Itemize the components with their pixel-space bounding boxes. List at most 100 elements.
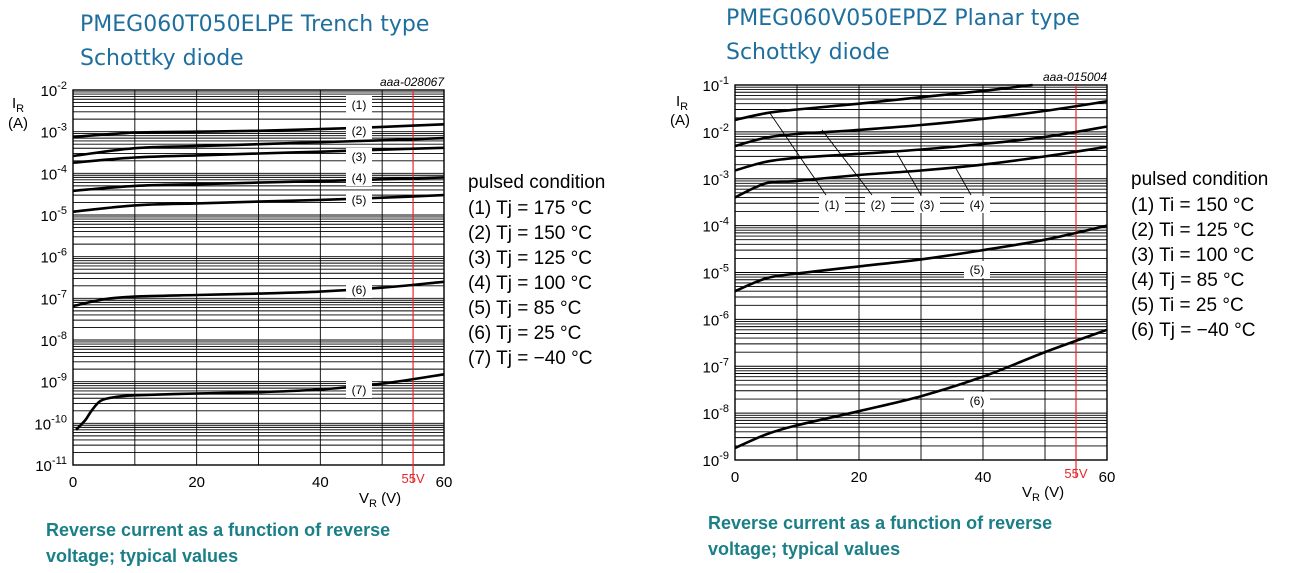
series-curve-7 [75,373,445,431]
y-tick-label: 10-7 [41,288,67,308]
chart-1-title-line2: Schottky diode [80,46,244,71]
series-curve-4 [734,145,1108,199]
chart-1-legend-item: (7) Tj = −40 °C [468,348,593,369]
x-tick-label: 60 [1099,469,1116,486]
x-tick-label: 0 [69,474,77,491]
y-axis-unit: (A) [8,115,28,132]
y-axis-label: IR [676,93,688,113]
series-label: (1) [825,198,840,212]
chart-2-legend-item: (4) Tj = 85 °C [1131,270,1245,291]
series-label: (7) [352,383,367,397]
y-tick-label: 10-3 [41,122,67,142]
series-label-bg [865,196,891,213]
series-label: (2) [352,124,367,138]
series-curve-6 [72,280,445,308]
series-label: (5) [352,193,367,207]
plot-frame [72,89,445,466]
chart-2: 55V aaa-015004 10-9 10-8 10-7 10-6 10-5 10-4 10-… [670,70,1115,504]
x-tick-label: 20 [851,469,868,486]
x-axis-label: VR (V) [1022,484,1064,504]
series-label: (2) [871,198,886,212]
plot-frame [734,84,1108,461]
chart-2-legend-item: (6) Tj = −40 °C [1131,320,1256,341]
chart-1-legend-header: pulsed condition [468,172,606,193]
chart-1-legend-item: (1) Tj = 175 °C [468,198,592,219]
y-axis-label: IR [12,95,24,115]
y-tick-label: 10-4 [41,163,67,183]
series-label: (3) [352,150,367,164]
chart-1-legend: pulsed condition (1) Tj = 175 °C (2) Tj … [468,170,605,371]
series-label-bg [964,261,990,278]
chart-2-title-line2: Schottky diode [726,40,890,65]
chart-1-title-line1: PMEG060T050ELPE Trench type [80,12,430,37]
series-curve-1 [734,83,1033,122]
y-tick-label: 10-5 [703,263,729,283]
chart-1-legend-item: (6) Tj = 25 °C [468,323,582,344]
series-curve-5 [72,193,445,213]
series-label: (1) [352,98,367,112]
y-tick-label: 10-8 [41,330,67,350]
x-tick-label: 0 [731,469,739,486]
series-label-bg [346,96,372,113]
chart-1-legend-item: (5) Tj = 85 °C [468,298,582,319]
series-label-bg [346,169,372,186]
series-label: (5) [970,263,985,277]
y-tick-label: 10-3 [703,169,729,189]
series-pointer-line [821,129,873,196]
series-label-bg [346,191,372,208]
series-label-bg [964,392,990,409]
series-label: (3) [920,198,935,212]
marker-label: 55V [402,471,425,486]
series-pointer-line [896,153,922,196]
chart-1-legend-item: (2) Tj = 150 °C [468,223,592,244]
chart-1-legend-item: (3) Tj = 125 °C [468,248,592,269]
y-tick-label: 10-9 [41,372,67,392]
y-tick-label: 10-5 [41,205,67,225]
chart-2-legend-item: (5) Ti = 25 °C [1131,295,1244,316]
chart-2-caption: Reverse current as a function of reverse… [708,510,1052,562]
chart-2-legend-header: pulsed condition [1131,169,1269,190]
y-tick-label: 10-11 [35,455,67,475]
series-pointer-line [954,166,972,196]
chart-1: 55V aaa-028067 10-11 10-10 10-9 10-8 10-7 10-6 1… [8,75,452,510]
y-tick-label: 10-4 [703,216,729,236]
chart-1-caption-line2: voltage; typical values [46,546,239,566]
grid-vertical [72,90,445,465]
x-axis-label: VR (V) [359,490,401,510]
series-label-bg [346,381,372,398]
series-label-bg [346,148,372,165]
x-tick-label: 40 [975,469,992,486]
series-label: (6) [352,283,367,297]
marker-label: 55V [1064,466,1087,481]
series-pointer-line [769,112,827,196]
chart-2-legend-item: (1) Ti = 150 °C [1131,195,1255,216]
series-label-bg [964,196,990,213]
chart-1-legend-item: (4) Tj = 100 °C [468,273,592,294]
chart-2-legend-item: (2) Ti = 125 °C [1131,220,1255,241]
chart-2-title-line1: PMEG060V050EPDZ Planar type [726,6,1080,31]
y-tick-label: 10-1 [703,75,729,95]
series-curve-5 [734,224,1108,293]
chart-2-title: PMEG060V050EPDZ Planar type Schottky dio… [726,2,1080,70]
chart-2-legend: pulsed condition (1) Ti = 150 °C (2) Ti … [1131,167,1268,343]
x-tick-label: 60 [436,474,453,491]
x-tick-label: 40 [312,474,329,491]
series-curve-3 [72,146,445,164]
series-label-bg [819,196,845,213]
y-axis-unit: (A) [670,112,690,129]
y-tick-label: 10-10 [34,413,67,433]
series-curve-2 [72,123,445,139]
series-label-bg [346,281,372,298]
series-curve-3 [734,125,1108,172]
y-tick-label: 10-2 [41,80,67,100]
series-curve-1 [72,136,445,158]
series-label: (4) [352,171,367,185]
chart-2-caption-line2: voltage; typical values [708,539,901,559]
y-tick-label: 10-7 [703,356,729,376]
series-curve-2 [734,100,1108,148]
series-curve-4 [72,176,445,193]
y-tick-label: 10-6 [41,247,67,267]
figure-ref-code: aaa-015004 [1043,70,1107,84]
chart-2-legend-item: (3) Ti = 100 °C [1131,245,1255,266]
